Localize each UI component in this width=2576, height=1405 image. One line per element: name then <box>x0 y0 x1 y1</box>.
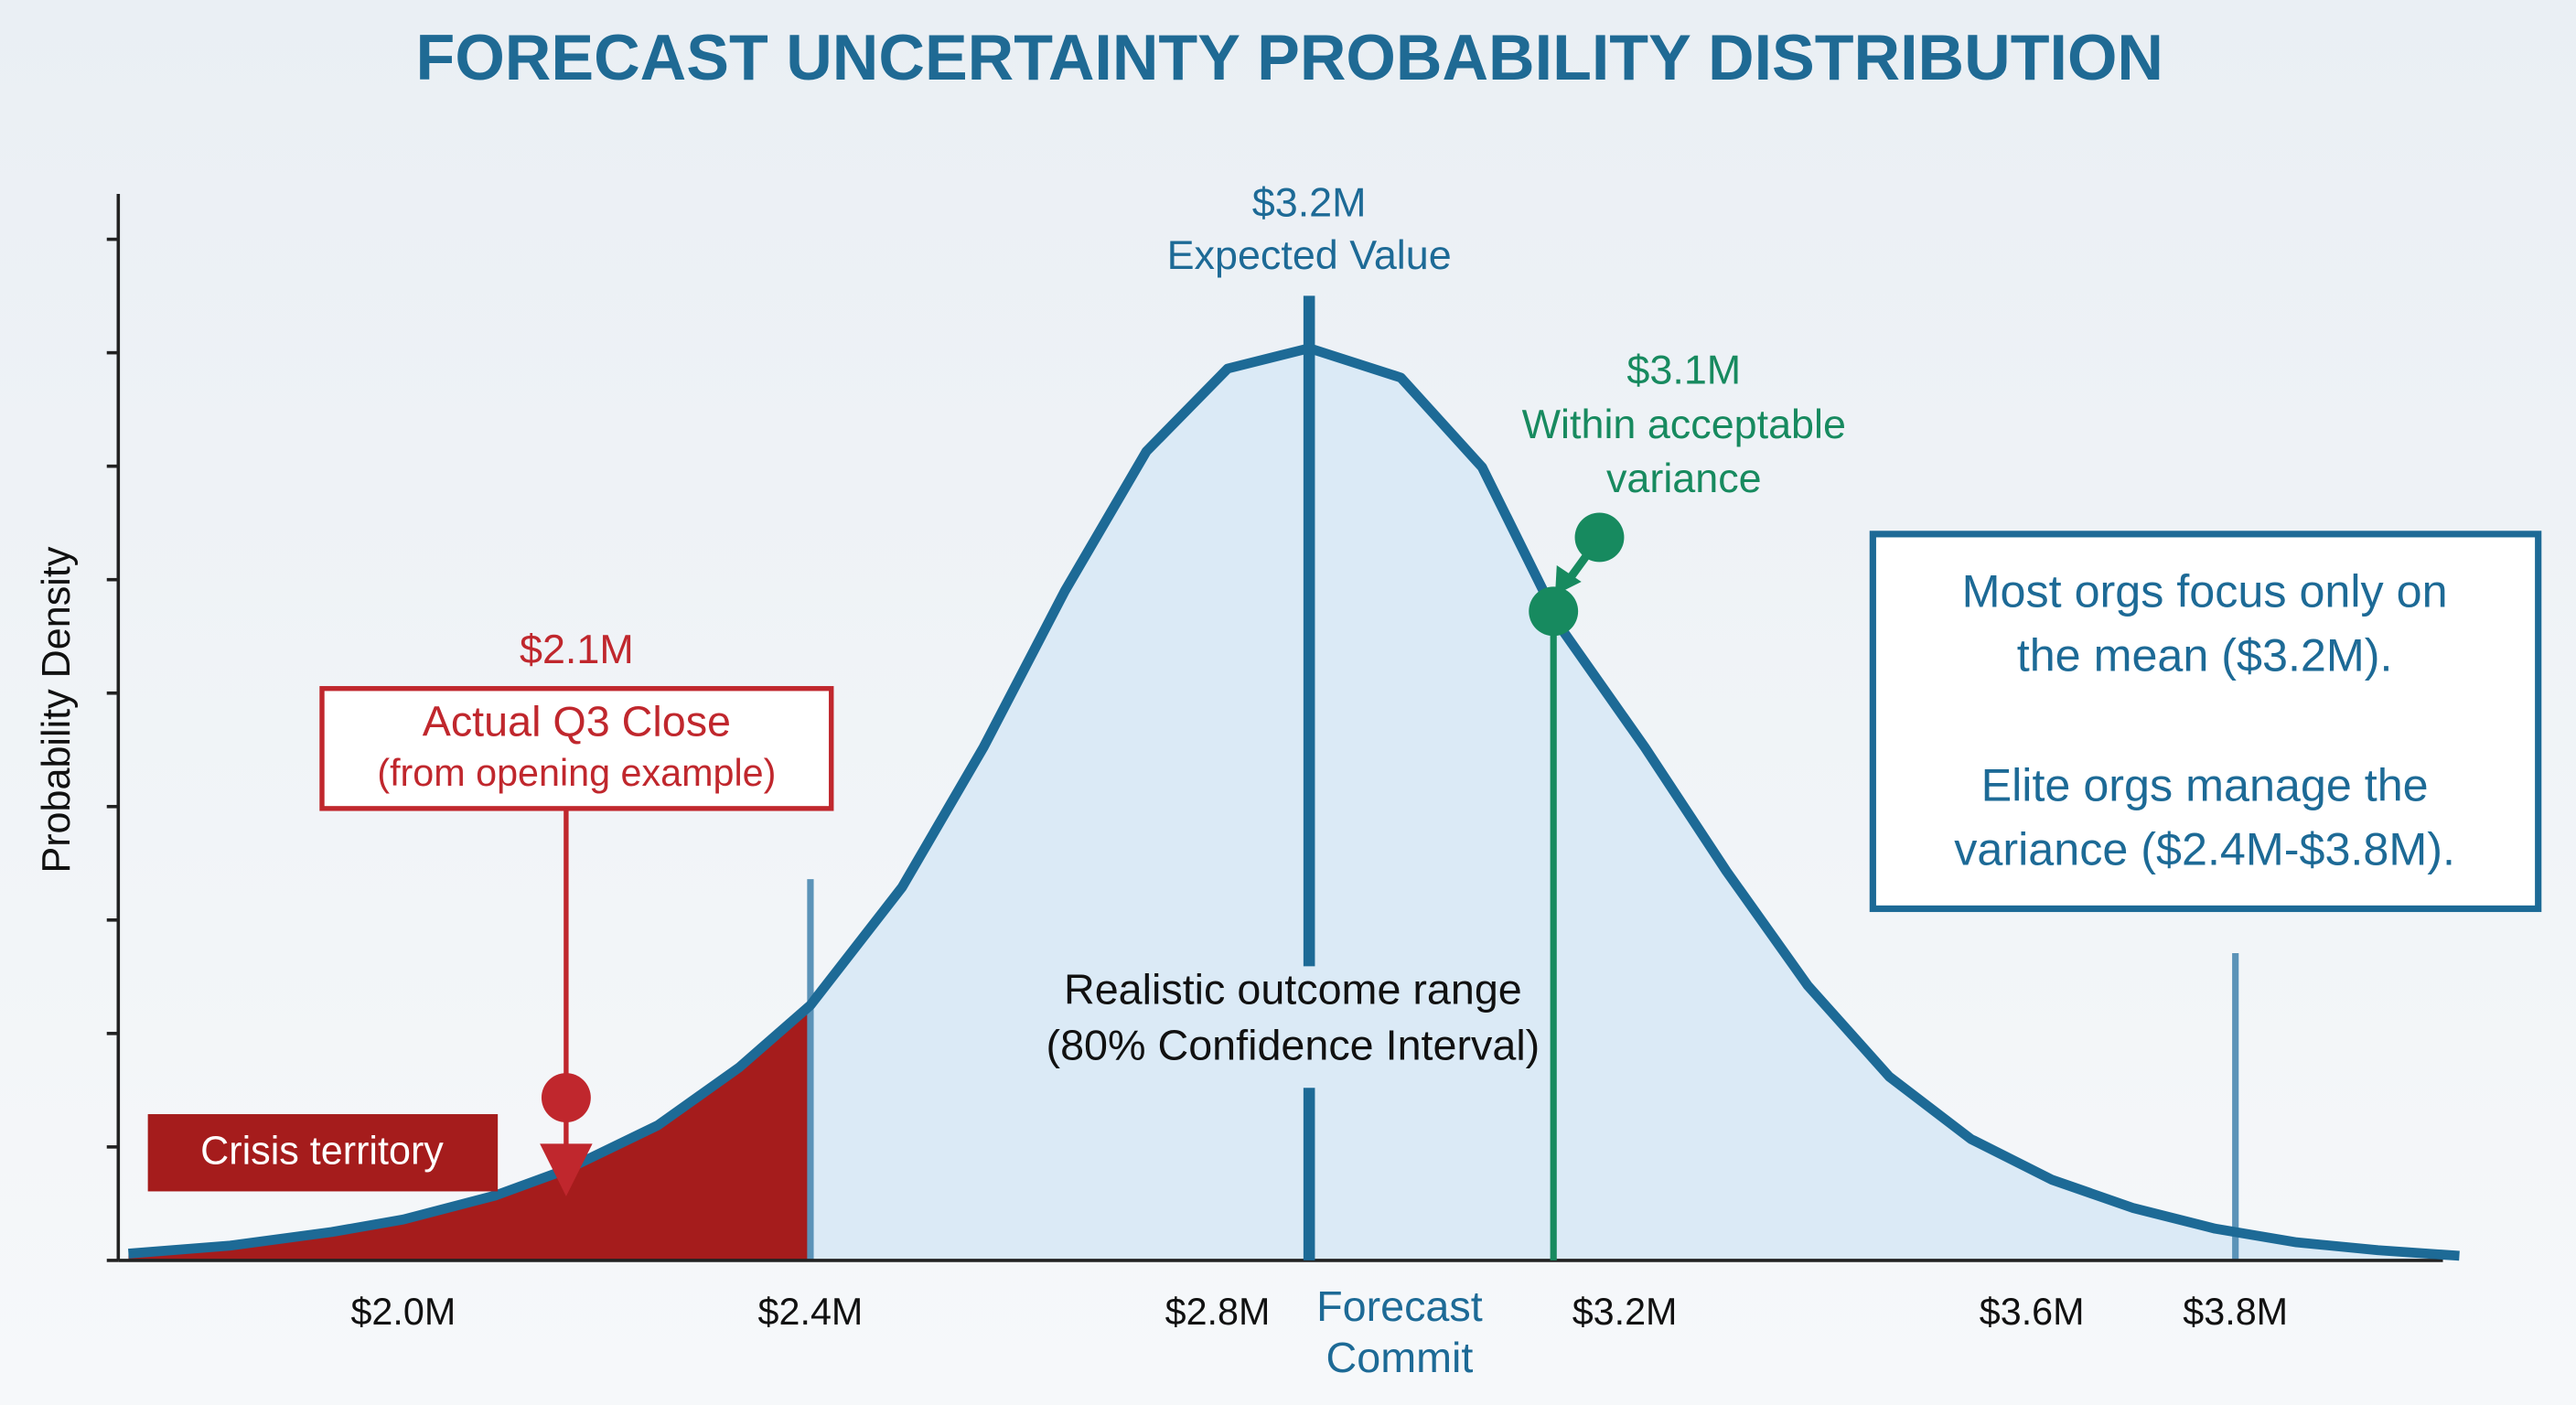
within-label: variance <box>1606 455 1762 501</box>
x-tick-label: $2.4M <box>758 1291 864 1333</box>
crisis-label-box <box>147 1114 499 1192</box>
within-label: Within acceptable <box>1522 401 1846 447</box>
density-line <box>128 343 2460 1261</box>
x-tick-label: $2.0M <box>350 1291 456 1333</box>
callout-box <box>1869 531 2542 913</box>
callout-text: the mean ($3.2M). <box>2017 629 2393 681</box>
area-fill <box>128 348 2460 1260</box>
center-label: Realistic outcome range <box>1064 965 1522 1013</box>
within-dot <box>1529 586 1579 637</box>
crisis-area <box>128 1004 810 1260</box>
actual-value-label: $2.1M <box>520 626 634 672</box>
x-tick-label: $2.8M <box>1165 1291 1271 1333</box>
center-label: (80% Confidence Interval) <box>1046 1022 1540 1069</box>
forecast-commit-label: Forecast <box>1316 1282 1483 1330</box>
within-arrow <box>1566 540 1600 582</box>
within-value-label: $3.1M <box>1626 347 1741 393</box>
callout-text: Most orgs focus only on <box>1962 565 2448 617</box>
actual-pin <box>541 1073 591 1123</box>
actual-note: (from opening example) <box>377 752 776 794</box>
actual-arrow-head <box>540 1143 593 1196</box>
y-axis-label: Probability Density <box>35 546 79 873</box>
callout-text: Elite orgs manage the <box>1981 759 2429 811</box>
crisis-label: Crisis territory <box>200 1130 444 1174</box>
expected-value-label: $3.2M <box>1252 178 1367 225</box>
forecast-commit-label: Commit <box>1326 1334 1474 1381</box>
x-tick-label: $3.2M <box>1572 1291 1678 1333</box>
within-arrow-head <box>1554 564 1582 595</box>
expected-label: Expected Value <box>1167 231 1452 278</box>
actual-box <box>319 686 834 811</box>
actual-label: Actual Q3 Close <box>423 698 731 745</box>
x-tick-label: $3.8M <box>2183 1291 2288 1333</box>
callout-text: variance ($2.4M-$3.8M). <box>1954 823 2455 875</box>
chart-title: FORECAST UNCERTAINTY PROBABILITY DISTRIB… <box>416 22 2163 93</box>
x-tick-label: $3.6M <box>1980 1291 2085 1333</box>
